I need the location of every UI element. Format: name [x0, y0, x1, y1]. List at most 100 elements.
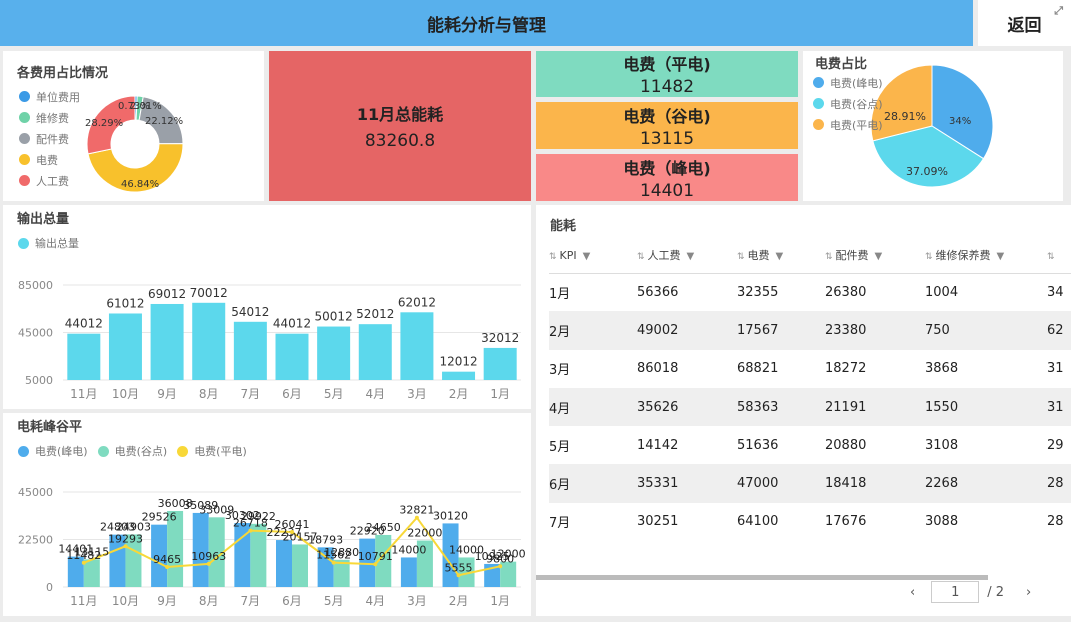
- bar[interactable]: [151, 524, 168, 587]
- legend-item[interactable]: 输出总量: [18, 235, 79, 251]
- legend-item[interactable]: 电费(峰电): [813, 72, 883, 93]
- data-label: 10963: [191, 550, 226, 563]
- sort-icon: ⇅: [925, 252, 933, 263]
- bar[interactable]: [167, 510, 184, 587]
- bar[interactable]: [333, 559, 350, 587]
- table-header[interactable]: ⇅: [1047, 238, 1071, 274]
- legend-item[interactable]: 人工费: [19, 170, 80, 191]
- x-tick-label: 7月: [241, 594, 261, 608]
- bar[interactable]: [192, 512, 209, 587]
- table-cell: 17567: [737, 311, 825, 350]
- donut-slice[interactable]: [86, 95, 136, 155]
- data-label: 10925: [475, 550, 510, 563]
- bar[interactable]: [416, 540, 433, 587]
- data-label: 22920: [350, 525, 385, 538]
- data-label: 10791: [358, 550, 393, 563]
- table-header[interactable]: ⇅ 维修保养费 ▼: [925, 238, 1047, 274]
- data-label: 36008: [158, 497, 193, 510]
- bar[interactable]: [500, 561, 517, 587]
- legend-item[interactable]: 电费(谷点): [97, 443, 167, 459]
- filter-icon[interactable]: ▼: [582, 250, 591, 262]
- legend-item[interactable]: 配件费: [19, 128, 80, 149]
- line-point[interactable]: [290, 530, 294, 535]
- table-row[interactable]: 6月 35331 47000 18418 2268 28: [549, 464, 1071, 503]
- bar[interactable]: [276, 540, 292, 587]
- next-page-icon[interactable]: ›: [1026, 584, 1032, 600]
- legend-item[interactable]: 电费: [19, 149, 80, 170]
- y-tick-label: 45000: [18, 486, 53, 499]
- legend-item[interactable]: 维修费: [19, 107, 80, 128]
- table-header[interactable]: ⇅ 人工费 ▼: [637, 238, 737, 274]
- bar[interactable]: [108, 313, 142, 380]
- bar[interactable]: [400, 557, 417, 587]
- line-point[interactable]: [498, 564, 503, 569]
- bar[interactable]: [150, 303, 184, 380]
- table-cell: 21191: [825, 387, 925, 427]
- horizontal-scrollbar[interactable]: [536, 575, 988, 580]
- table-cell: 3108: [925, 437, 959, 453]
- page-title-bar: 能耗分析与管理: [0, 0, 973, 46]
- bar[interactable]: [67, 333, 101, 380]
- x-tick-label: 4月: [365, 594, 385, 608]
- line-point[interactable]: [456, 573, 461, 578]
- filter-icon[interactable]: ▼: [775, 251, 784, 263]
- line-point[interactable]: [206, 561, 211, 566]
- legend-item[interactable]: 电费(平电): [813, 114, 883, 135]
- data-label: 12880: [324, 546, 359, 559]
- table-row[interactable]: 5月 14142 51636 20880 3108 29: [549, 426, 1071, 464]
- total-energy-card: 11月总能耗 83260.8: [269, 51, 531, 201]
- donut-slice[interactable]: [87, 143, 184, 193]
- bar[interactable]: [317, 547, 334, 587]
- bar[interactable]: [358, 324, 392, 380]
- table-cell: 2268: [925, 464, 1047, 503]
- data-label: 54012: [231, 305, 269, 319]
- line-point[interactable]: [81, 560, 86, 565]
- bar[interactable]: [400, 312, 434, 380]
- bar[interactable]: [442, 371, 476, 380]
- table-header[interactable]: ⇅ KPI ▼: [549, 238, 637, 274]
- pie-slice[interactable]: [870, 64, 933, 142]
- table-row[interactable]: 2月 49002 17567 23380 750 62: [549, 311, 1071, 350]
- bar[interactable]: [375, 534, 392, 587]
- legend-item[interactable]: 电费(峰电): [18, 443, 88, 459]
- table-row[interactable]: 1月 56366 32355 26380 1004 34: [549, 273, 1071, 311]
- table-header[interactable]: ⇅ 配件费 ▼: [825, 238, 925, 274]
- bar[interactable]: [292, 544, 308, 587]
- data-label: 14401: [58, 543, 93, 556]
- bar[interactable]: [208, 517, 225, 587]
- bar[interactable]: [250, 523, 267, 587]
- pie-label: 34%: [949, 116, 971, 127]
- line-point[interactable]: [373, 562, 378, 567]
- line-point[interactable]: [248, 528, 253, 533]
- line-point[interactable]: [165, 565, 170, 570]
- table-row[interactable]: 7月 30251 64100 17676 3088 28: [549, 503, 1071, 541]
- filter-icon[interactable]: ▼: [874, 251, 883, 263]
- bar[interactable]: [275, 333, 309, 380]
- prev-page-icon[interactable]: ‹: [910, 584, 916, 600]
- bar[interactable]: [233, 321, 267, 380]
- back-button[interactable]: 返回 ⤢: [978, 0, 1071, 46]
- table-row[interactable]: 3月 86018 68821 18272 3868 31: [549, 350, 1071, 388]
- legend-item[interactable]: 电费(谷点): [813, 93, 883, 114]
- x-tick-label: 6月: [282, 594, 302, 608]
- filter-icon[interactable]: ▼: [686, 251, 695, 263]
- table-row[interactable]: 4月 35626 58363 21191 1550 31: [549, 387, 1071, 427]
- bar[interactable]: [458, 557, 475, 587]
- line-point[interactable]: [331, 560, 336, 565]
- filter-icon[interactable]: ▼: [996, 251, 1005, 263]
- pie-slice[interactable]: [872, 125, 985, 188]
- legend-item[interactable]: 单位费用: [19, 86, 80, 107]
- page-input[interactable]: 1: [931, 581, 980, 603]
- donut-label: 2.01%: [130, 101, 162, 112]
- bar[interactable]: [83, 559, 100, 587]
- bar[interactable]: [67, 556, 84, 587]
- bar[interactable]: [483, 347, 517, 380]
- legend-item[interactable]: 电费(平电): [177, 443, 247, 459]
- line-point[interactable]: [123, 544, 128, 549]
- bar[interactable]: [359, 538, 376, 587]
- line-point[interactable]: [414, 515, 419, 520]
- table-header[interactable]: ⇅ 电费 ▼: [737, 238, 825, 274]
- bar[interactable]: [317, 326, 351, 380]
- bar[interactable]: [192, 302, 226, 380]
- peak-valley-title: 电耗峰谷平: [17, 420, 83, 435]
